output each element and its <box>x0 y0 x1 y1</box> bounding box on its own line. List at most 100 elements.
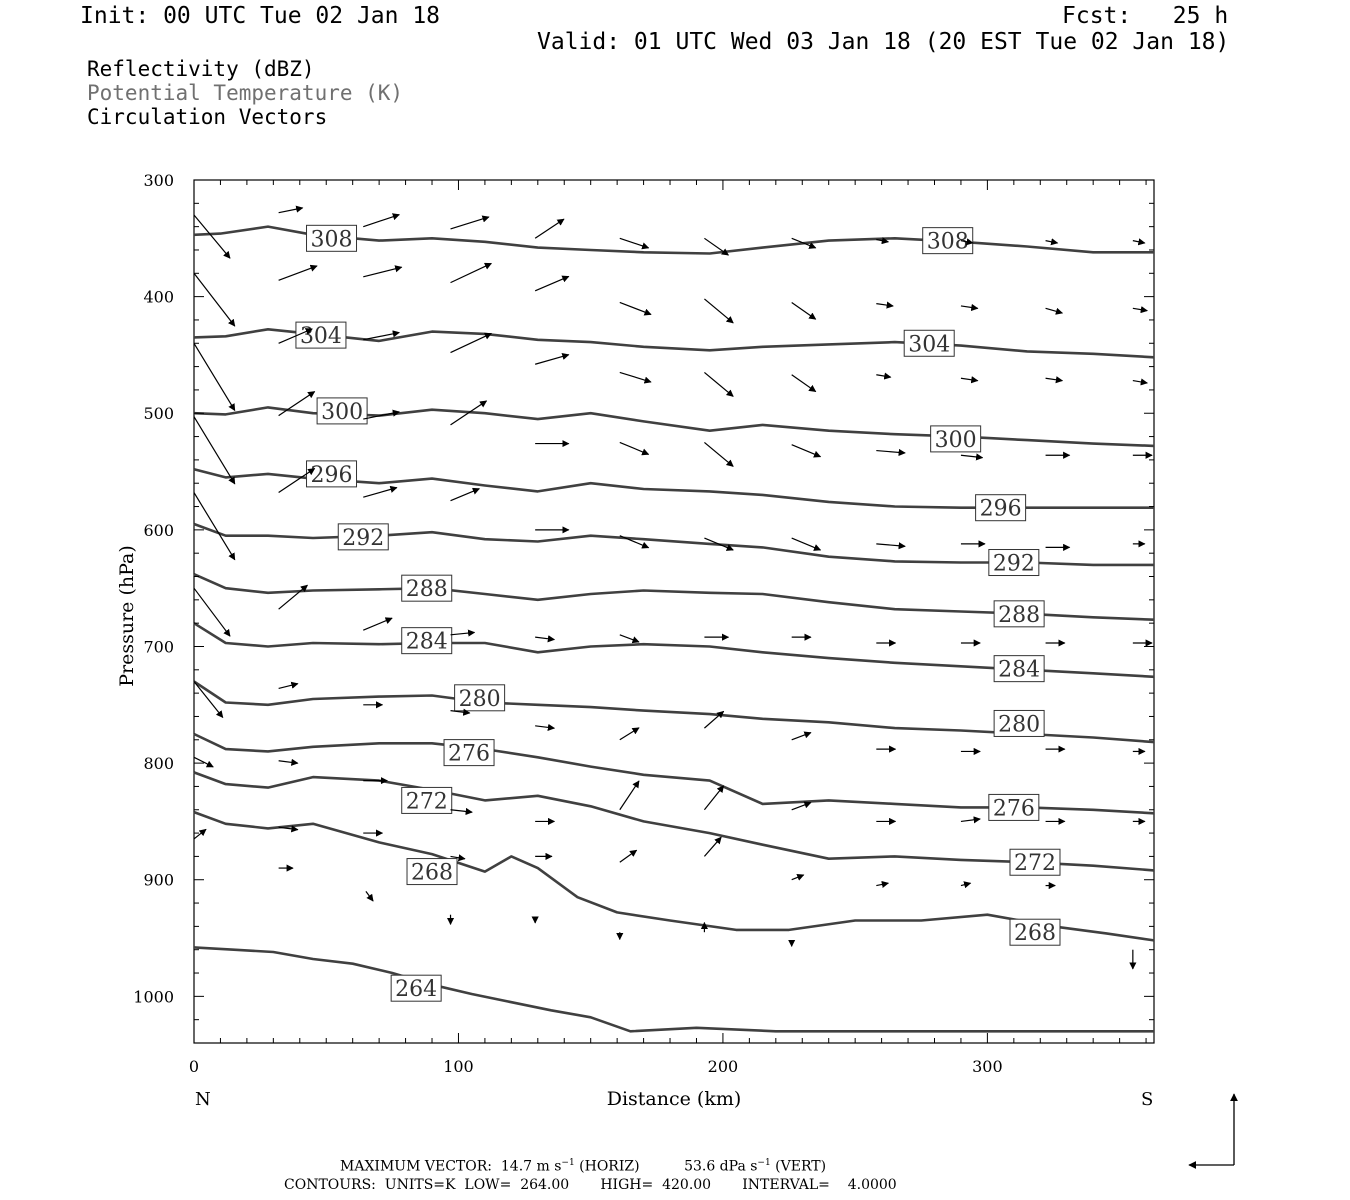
circulation-vector <box>450 262 492 284</box>
contour-label-text: 276 <box>448 742 490 767</box>
footer-contours: CONTOURS: UNITS=K LOW= 264.00 HIGH= 420.… <box>284 1177 897 1193</box>
contour-label-box <box>454 684 506 712</box>
theta-contour-292 <box>193 522 1154 567</box>
y-tick-label: 300 <box>143 171 174 190</box>
circulation-vector <box>534 352 570 365</box>
y-tick-label: 1000 <box>133 987 174 1006</box>
circulation-vector <box>619 727 640 741</box>
contour-label-300: 300 <box>930 425 982 453</box>
plot-frame <box>193 179 1155 1044</box>
forecast-hour: Fcst: 25 h <box>1062 3 1229 29</box>
y-tick-label: 400 <box>143 288 174 307</box>
contour-label-284: 284 <box>401 627 453 655</box>
circulation-vector <box>1045 307 1064 315</box>
theta-contour-272 <box>193 771 1155 872</box>
y-tick-label: 500 <box>143 404 174 423</box>
circulation-vector <box>363 330 400 341</box>
contour-label-text: 300 <box>935 428 977 453</box>
theta-contour-264 <box>193 946 1154 1033</box>
y-tick-label: 800 <box>143 754 174 773</box>
circulation-vector <box>704 237 730 256</box>
contour-label-text: 304 <box>300 324 342 349</box>
circulation-vector <box>278 205 304 214</box>
circulation-vector <box>704 537 734 551</box>
north-label: N <box>195 1089 211 1110</box>
circulation-vector <box>791 537 822 551</box>
circulation-vector <box>1132 238 1146 246</box>
contour-label-box <box>390 974 442 1002</box>
circulation-vector <box>960 376 979 384</box>
contour-label-text: 300 <box>321 400 363 425</box>
contour-label-box <box>337 523 389 551</box>
y-tick-label: 900 <box>143 871 174 890</box>
circulation-vector <box>534 275 570 292</box>
circulation-vector <box>450 807 473 816</box>
contour-label-text: 296 <box>980 497 1022 522</box>
valid-time: Valid: 01 UTC Wed 03 Jan 18 (20 EST Tue … <box>537 29 1230 55</box>
circulation-vector <box>278 391 316 417</box>
reference-vector <box>1188 1093 1238 1169</box>
circulation-vector <box>876 301 894 309</box>
contour-label-268: 268 <box>406 858 458 886</box>
circulation-vector <box>193 342 236 412</box>
x-tick-label: 0 <box>189 1057 199 1076</box>
contour-label-304: 304 <box>295 321 347 349</box>
circulation-vector <box>450 332 492 354</box>
circulation-vector <box>619 371 652 384</box>
contour-label-box <box>406 858 458 886</box>
circulation-vector <box>791 237 817 249</box>
contour-label-text: 288 <box>998 603 1040 628</box>
contour-label-280: 280 <box>993 709 1045 737</box>
contour-label-box <box>993 655 1045 683</box>
x-tick-label: 300 <box>972 1057 1003 1076</box>
circulation-vector <box>791 873 805 881</box>
circulation-vector <box>619 237 650 250</box>
contour-label-text: 268 <box>411 861 453 886</box>
contour-label-text: 272 <box>406 789 448 814</box>
circulation-vector <box>960 816 981 824</box>
circulation-vector <box>193 272 236 327</box>
circulation-vector <box>791 801 812 811</box>
legend-potential-temperature: Potential Temperature (K) <box>87 81 404 105</box>
contour-label-264: 264 <box>390 974 442 1002</box>
circulation-vector <box>278 264 318 281</box>
contour-label-box <box>401 786 453 814</box>
contour-label-box <box>993 600 1045 628</box>
circulation-vector <box>450 854 466 862</box>
contour-label-268: 268 <box>1009 918 1061 946</box>
circulation-vector <box>619 780 640 811</box>
y-axis-title: Pressure (hPa) <box>116 545 138 687</box>
circulation-vector <box>619 441 650 456</box>
contour-label-box <box>1009 918 1061 946</box>
circulation-vector <box>450 487 480 502</box>
contour-label-308: 308 <box>922 227 974 255</box>
contour-label-text: 280 <box>459 687 501 712</box>
theta-contour-284 <box>193 622 1155 679</box>
circulation-vector <box>278 584 308 610</box>
contour-label-box <box>1009 848 1061 876</box>
contour-label-text: 292 <box>342 526 384 551</box>
circulation-vector <box>450 708 471 716</box>
circulation-vector <box>791 731 812 741</box>
circulation-vector <box>278 328 313 344</box>
circulation-vector <box>450 400 488 426</box>
circulation-vector <box>791 301 817 320</box>
x-axis-title: Distance (km) <box>607 1088 742 1110</box>
x-tick-label: 200 <box>708 1057 739 1076</box>
circulation-vector <box>278 758 299 766</box>
circulation-vector <box>619 849 638 863</box>
y-tick-label: 700 <box>143 637 174 656</box>
contour-label-box <box>295 321 347 349</box>
circulation-vector <box>619 634 640 644</box>
contour-label-text: 272 <box>1014 851 1056 876</box>
theta-contour-280 <box>193 680 1155 744</box>
contour-label-304: 304 <box>903 329 955 357</box>
contour-label-text: 268 <box>1014 921 1056 946</box>
contour-label-box <box>988 549 1040 577</box>
contour-label-296: 296 <box>975 494 1027 522</box>
contour-label-box <box>306 224 358 252</box>
contour-label-box <box>903 329 955 357</box>
circulation-vector <box>791 444 822 458</box>
contour-label-box <box>443 739 495 767</box>
